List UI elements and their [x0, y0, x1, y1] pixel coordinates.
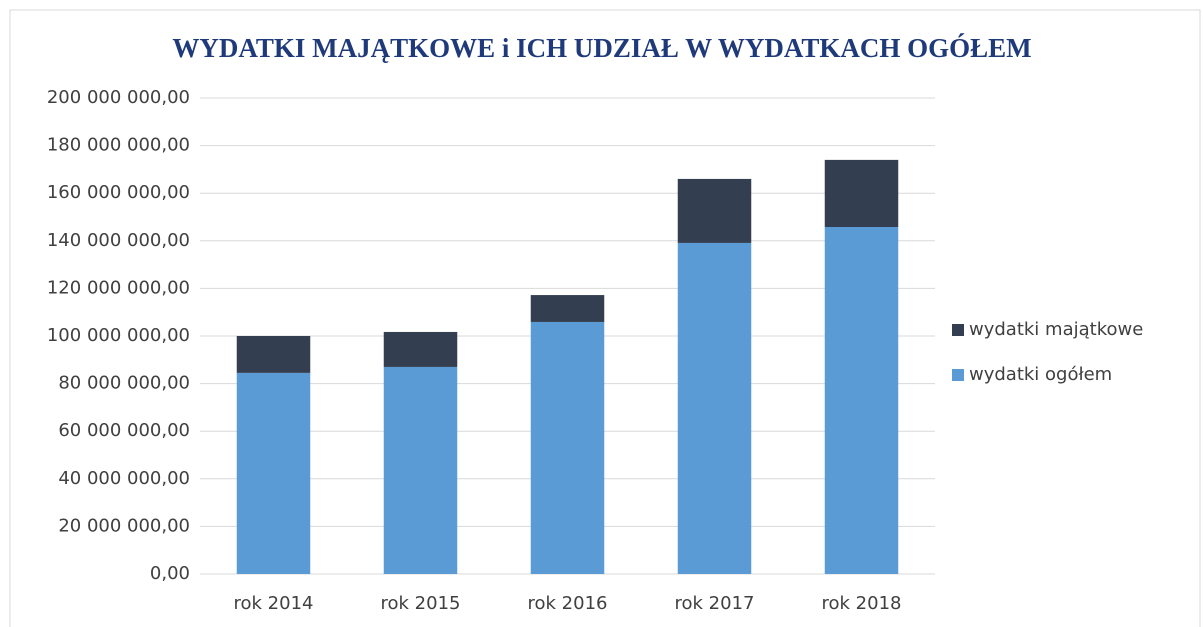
y-tick-label: 80 000 000,00 — [58, 373, 190, 394]
x-tick-label: rok 2018 — [822, 593, 902, 614]
y-tick-label: 0,00 — [150, 563, 190, 584]
legend-swatch — [952, 369, 964, 381]
bar-segment — [824, 226, 899, 574]
y-tick-label: 140 000 000,00 — [47, 230, 190, 251]
bar-segment — [530, 295, 605, 322]
chart-frame — [9, 9, 1201, 627]
bar-segment — [383, 331, 458, 367]
y-tick-label: 200 000 000,00 — [47, 87, 190, 108]
bar-segment — [677, 178, 752, 243]
chart-title: WYDATKI MAJĄTKOWE i ICH UDZIAŁ W WYDATKA… — [172, 33, 1031, 63]
bar-segment — [530, 321, 605, 574]
bar-segment — [677, 242, 752, 574]
bar-segment — [236, 372, 311, 574]
y-tick-label: 40 000 000,00 — [58, 468, 190, 489]
y-tick-label: 160 000 000,00 — [47, 182, 190, 203]
y-tick-label: 20 000 000,00 — [58, 515, 190, 536]
bar-segment — [236, 336, 311, 373]
x-tick-label: rok 2015 — [381, 593, 461, 614]
bar-segment — [824, 159, 899, 227]
bar-segment — [383, 366, 458, 574]
x-tick-label: rok 2014 — [234, 593, 314, 614]
y-tick-label: 100 000 000,00 — [47, 325, 190, 346]
x-tick-label: rok 2017 — [675, 593, 755, 614]
legend-label: wydatki majątkowe — [969, 319, 1143, 340]
x-tick-label: rok 2016 — [528, 593, 608, 614]
y-tick-label: 60 000 000,00 — [58, 420, 190, 441]
y-tick-label: 120 000 000,00 — [47, 277, 190, 298]
legend-swatch — [952, 324, 964, 336]
legend-label: wydatki ogółem — [969, 364, 1112, 385]
y-tick-label: 180 000 000,00 — [47, 135, 190, 156]
